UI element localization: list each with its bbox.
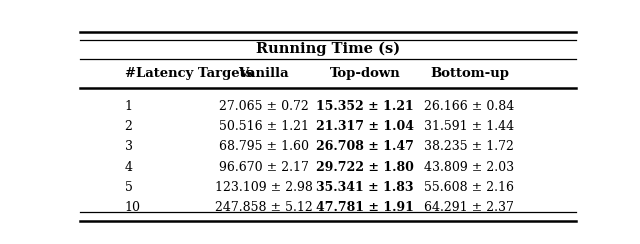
Text: 68.795 ± 1.60: 68.795 ± 1.60 [218,140,308,153]
Text: 27.065 ± 0.72: 27.065 ± 0.72 [219,100,308,113]
Text: 96.670 ± 2.17: 96.670 ± 2.17 [219,161,308,174]
Text: 43.809 ± 2.03: 43.809 ± 2.03 [424,161,515,174]
Text: Top-down: Top-down [330,67,401,80]
Text: 26.708 ± 1.47: 26.708 ± 1.47 [316,140,414,153]
Text: 3: 3 [125,140,132,153]
Text: 47.781 ± 1.91: 47.781 ± 1.91 [316,201,414,214]
Text: 55.608 ± 2.16: 55.608 ± 2.16 [424,181,515,194]
Text: 123.109 ± 2.98: 123.109 ± 2.98 [214,181,312,194]
Text: 35.341 ± 1.83: 35.341 ± 1.83 [316,181,414,194]
Text: 50.516 ± 1.21: 50.516 ± 1.21 [218,120,308,133]
Text: 5: 5 [125,181,132,194]
Text: 38.235 ± 1.72: 38.235 ± 1.72 [424,140,515,153]
Text: Running Time (s): Running Time (s) [256,42,400,56]
Text: 10: 10 [125,201,141,214]
Text: 26.166 ± 0.84: 26.166 ± 0.84 [424,100,515,113]
Text: 2: 2 [125,120,132,133]
Text: 21.317 ± 1.04: 21.317 ± 1.04 [316,120,414,133]
Text: Vanilla: Vanilla [238,67,289,80]
Text: 1: 1 [125,100,132,113]
Text: 29.722 ± 1.80: 29.722 ± 1.80 [316,161,414,174]
Text: 4: 4 [125,161,132,174]
Text: 247.858 ± 5.12: 247.858 ± 5.12 [214,201,312,214]
Text: 64.291 ± 2.37: 64.291 ± 2.37 [424,201,515,214]
Text: #Latency Targets: #Latency Targets [125,67,253,80]
Text: 15.352 ± 1.21: 15.352 ± 1.21 [316,100,414,113]
Text: 31.591 ± 1.44: 31.591 ± 1.44 [424,120,515,133]
Text: Bottom-up: Bottom-up [430,67,509,80]
